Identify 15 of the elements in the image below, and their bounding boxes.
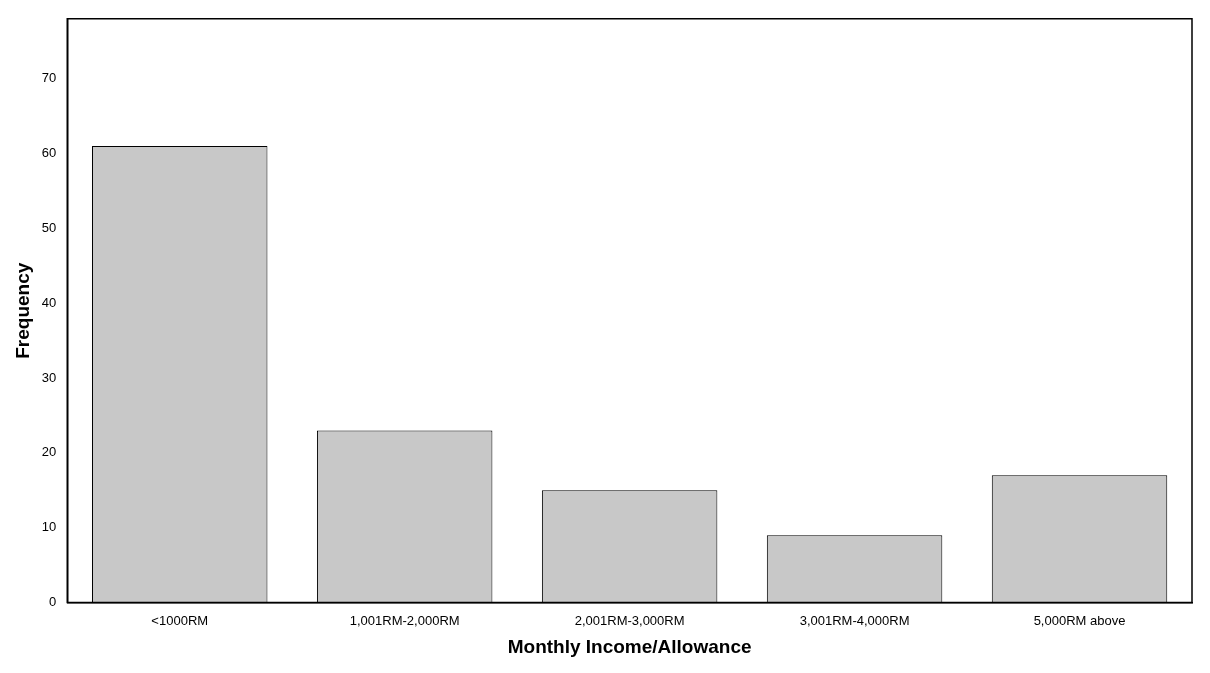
y-tick-label: 20 <box>41 444 57 460</box>
y-tick-label: 30 <box>41 369 57 385</box>
y-tick-label: 0 <box>49 594 57 610</box>
x-tick-label: <1000RM <box>151 612 209 628</box>
x-tick-label: 1,001RM-2,000RM <box>349 612 460 628</box>
x-axis-title: Monthly Income/Allowance <box>507 635 752 657</box>
y-tick-label: 40 <box>41 294 57 310</box>
x-tick-label: 3,001RM-4,000RM <box>799 612 910 628</box>
y-tick-label: 10 <box>41 519 57 535</box>
y-tick-label: 70 <box>41 70 57 86</box>
y-tick-label: 50 <box>41 219 57 235</box>
y-axis-title: Frequency <box>11 262 33 359</box>
y-tick-label: 60 <box>41 145 57 161</box>
x-tick-label: 5,000RM above <box>1033 612 1126 628</box>
x-tick-label: 2,001RM-3,000RM <box>574 612 685 628</box>
